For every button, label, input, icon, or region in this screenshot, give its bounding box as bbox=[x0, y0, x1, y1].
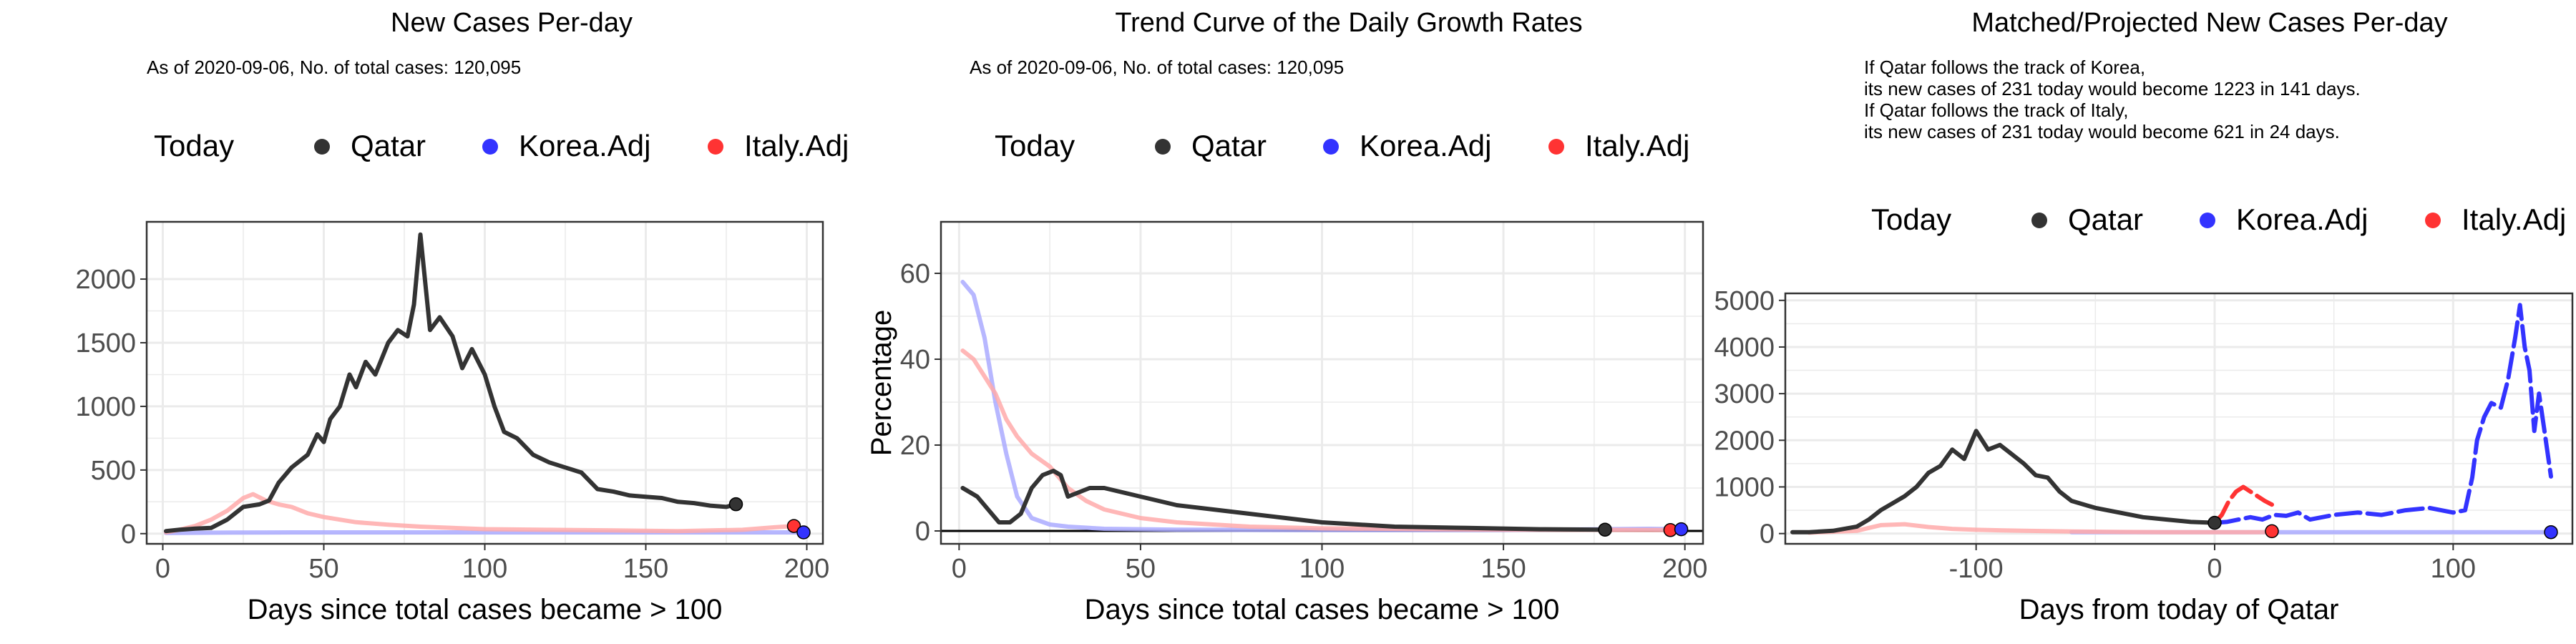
legend-title: Today bbox=[154, 129, 234, 162]
y-tick-label: 5000 bbox=[1714, 286, 1775, 316]
x-tick-label: 150 bbox=[1480, 554, 1526, 584]
y-tick-label: 3000 bbox=[1714, 379, 1775, 409]
series-group bbox=[960, 280, 1684, 532]
x-tick-label: 150 bbox=[623, 554, 668, 584]
series-line-qatar bbox=[960, 469, 1608, 532]
x-tick-label: 100 bbox=[1299, 554, 1345, 584]
annotation-line: its new cases of 231 today would become … bbox=[1864, 121, 2340, 142]
legend-title: Today bbox=[1871, 203, 1951, 236]
legend-marker-italy-adj bbox=[1548, 139, 1564, 155]
legend-label-italy-adj: Italy.Adj bbox=[744, 129, 849, 162]
chart-title: Trend Curve of the Daily Growth Rates bbox=[1115, 8, 1582, 38]
y-tick-label: 500 bbox=[91, 456, 136, 486]
x-axis-title: Days since total cases became > 100 bbox=[248, 594, 723, 625]
y-tick-label: 1000 bbox=[75, 392, 136, 422]
series-line-korea-adj-projected bbox=[2212, 303, 2553, 525]
x-tick-label: -100 bbox=[1949, 554, 2004, 584]
chart-subtitle: As of 2020-09-06, No. of total cases: 12… bbox=[147, 57, 521, 78]
chart-new-cases-per-day: New Cases Per-day As of 2020-09-06, No. o… bbox=[75, 8, 849, 625]
legend-marker-qatar bbox=[314, 139, 330, 155]
legend-marker-italy-adj bbox=[2425, 213, 2441, 228]
y-tick-label: 2000 bbox=[75, 265, 136, 295]
today-point-qatar bbox=[728, 497, 743, 512]
legend: Today Qatar Korea.Adj Italy.Adj bbox=[995, 129, 1689, 162]
series-line-qatar bbox=[1790, 429, 2217, 535]
legend-marker-qatar bbox=[1155, 139, 1171, 155]
y-tick-label: 4000 bbox=[1714, 333, 1775, 363]
today-point-korea-adj bbox=[2544, 525, 2558, 540]
y-tick-label: 60 bbox=[900, 259, 930, 289]
x-tick-label: 200 bbox=[784, 554, 829, 584]
legend: Today Qatar Korea.Adj Italy.Adj bbox=[1871, 203, 2566, 236]
today-point-italy-adj bbox=[786, 519, 801, 533]
today-point-korea-adj bbox=[1674, 522, 1689, 537]
legend-marker-qatar bbox=[2031, 213, 2047, 228]
x-tick-label: 0 bbox=[2207, 554, 2222, 584]
y-tick-label: 40 bbox=[900, 345, 930, 375]
x-tick-label: 0 bbox=[952, 554, 967, 584]
legend-title: Today bbox=[995, 129, 1075, 162]
x-tick-label: 50 bbox=[308, 554, 338, 584]
series-line-italy-adj-projected bbox=[2212, 484, 2274, 525]
y-tick-label: 0 bbox=[915, 517, 930, 547]
series-line-qatar bbox=[164, 232, 738, 534]
series-group bbox=[1790, 303, 2553, 535]
legend-label-italy-adj: Italy.Adj bbox=[2462, 203, 2566, 236]
legend-label-korea-adj: Korea.Adj bbox=[1360, 129, 1491, 162]
x-axis-title: Days since total cases became > 100 bbox=[1085, 594, 1560, 625]
legend-label-qatar: Qatar bbox=[2068, 203, 2143, 236]
today-point-korea-adj bbox=[796, 525, 811, 540]
today-point-qatar bbox=[2207, 515, 2222, 530]
legend-label-korea-adj: Korea.Adj bbox=[519, 129, 650, 162]
plot-border bbox=[1784, 292, 2574, 545]
today-point-qatar bbox=[1598, 522, 1612, 537]
y-tick-label: 2000 bbox=[1714, 426, 1775, 456]
x-axis-title: Days from today of Qatar bbox=[2019, 594, 2339, 625]
y-tick-label: 0 bbox=[121, 519, 136, 550]
chart-matched-projected-new-cases: Matched/Projected New Cases Per-day If Qa… bbox=[1714, 8, 2574, 625]
legend: Today Qatar Korea.Adj Italy.Adj bbox=[154, 129, 849, 162]
y-axis-title: Percentage bbox=[866, 310, 897, 457]
plot-panel bbox=[1785, 293, 2572, 544]
annotation-line: If Qatar follows the track of Italy, bbox=[1864, 99, 2128, 121]
x-tick-label: 100 bbox=[2431, 554, 2476, 584]
chart-subtitle: As of 2020-09-06, No. of total cases: 12… bbox=[970, 57, 1344, 78]
x-tick-label: 0 bbox=[155, 554, 170, 584]
annotation-line: its new cases of 231 today would become … bbox=[1864, 78, 2361, 99]
legend-marker-korea-adj bbox=[2200, 213, 2215, 228]
today-point-italy-adj bbox=[2265, 524, 2279, 539]
annotation-line: If Qatar follows the track of Korea, bbox=[1864, 57, 2145, 78]
chart-daily-growth-rates: Trend Curve of the Daily Growth Rates As … bbox=[866, 8, 1707, 625]
y-tick-label: 1000 bbox=[1714, 472, 1775, 502]
legend-marker-italy-adj bbox=[708, 139, 723, 155]
x-tick-label: 50 bbox=[1126, 554, 1156, 584]
chart-title: New Cases Per-day bbox=[391, 8, 633, 38]
series-line-italy-adj-faint bbox=[164, 492, 796, 535]
y-tick-label: 20 bbox=[900, 431, 930, 461]
legend-marker-korea-adj bbox=[482, 139, 498, 155]
series-group bbox=[164, 232, 806, 535]
legend-label-qatar: Qatar bbox=[351, 129, 426, 162]
legend-label-qatar: Qatar bbox=[1191, 129, 1267, 162]
x-tick-label: 200 bbox=[1662, 554, 1707, 584]
x-tick-label: 100 bbox=[462, 554, 507, 584]
series-line-italy-adj-faint bbox=[960, 348, 1673, 532]
legend-label-italy-adj: Italy.Adj bbox=[1585, 129, 1689, 162]
chart-title: Matched/Projected New Cases Per-day bbox=[1971, 8, 2447, 38]
y-tick-label: 0 bbox=[1760, 519, 1775, 550]
legend-marker-korea-adj bbox=[1323, 139, 1339, 155]
legend-label-korea-adj: Korea.Adj bbox=[2236, 203, 2368, 236]
y-tick-label: 1500 bbox=[75, 328, 136, 358]
series-line-italy-adj-faint bbox=[1807, 522, 2274, 535]
